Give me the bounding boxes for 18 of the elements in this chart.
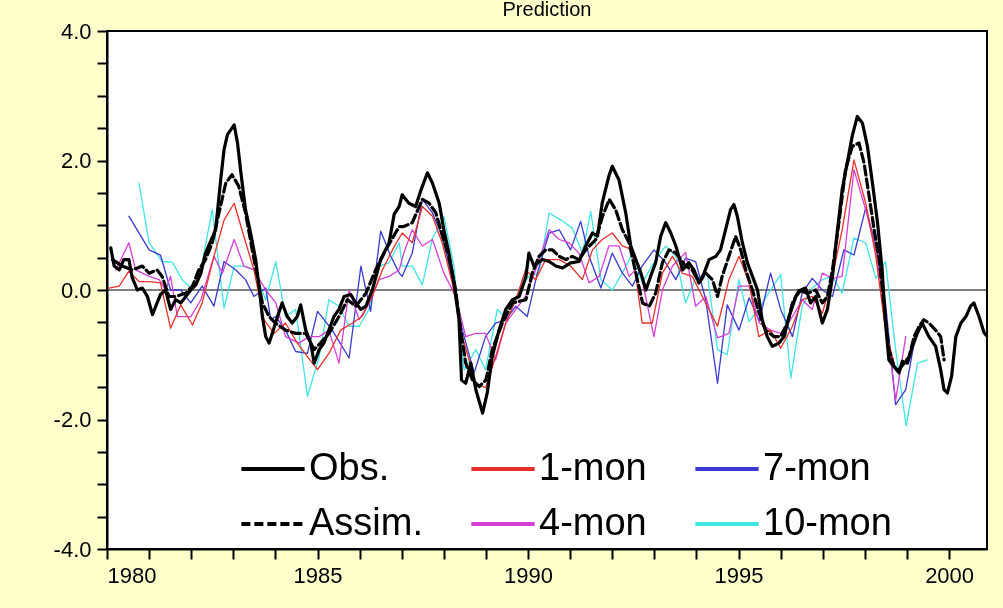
legend-label: 7-mon (763, 446, 871, 489)
line-series (128, 198, 917, 406)
legend-label: Obs. (309, 446, 390, 489)
y-tick-label: 4.0 (60, 18, 92, 44)
legend-label: 4-mon (539, 501, 647, 544)
y-tick-label: -2.0 (53, 407, 92, 432)
legend-label: 10-mon (763, 501, 892, 544)
y-tick-label: 0.0 (60, 277, 92, 303)
x-tick-label: 2000 (925, 562, 975, 588)
legend-label: 1-mon (539, 446, 647, 489)
x-tick-label: 1995 (714, 562, 764, 588)
x-tick-label: 1985 (293, 562, 343, 588)
y-tick-label: 2.0 (60, 148, 92, 173)
x-tick-label: 1990 (504, 562, 554, 588)
chart-title: Prediction (502, 0, 592, 20)
legend-label: Assim. (309, 501, 423, 544)
y-tick-label: -4.0 (53, 536, 92, 562)
x-tick-label: 1980 (107, 562, 157, 588)
